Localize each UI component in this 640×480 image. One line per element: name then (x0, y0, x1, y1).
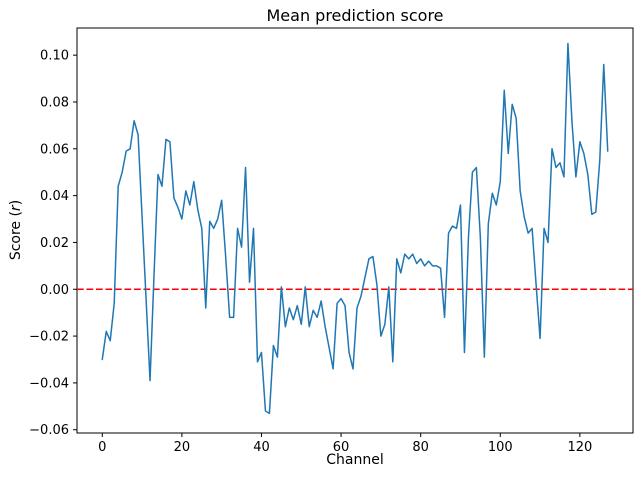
x-tick-label: 40 (253, 440, 270, 455)
x-axis-ticks: 0 20 40 60 80 100 120 (98, 433, 592, 455)
y-tick-label: −0.02 (29, 330, 69, 345)
x-tick-label: 80 (412, 440, 429, 455)
x-tick-label: 20 (174, 440, 191, 455)
y-axis-label-italic-r: r (8, 204, 24, 211)
x-tick-label: 100 (488, 440, 513, 455)
y-tick-label: 0.04 (40, 189, 69, 204)
y-axis-label: Score (r) (8, 200, 24, 260)
y-tick-label: −0.04 (29, 376, 69, 391)
x-axis-label: Channel (326, 452, 383, 468)
score-line (101, 42, 609, 415)
plot-area-border (76, 27, 634, 434)
y-tick-label: 0.00 (40, 283, 69, 298)
plot-lines (77, 42, 633, 415)
y-tick-label: 0.08 (40, 95, 69, 110)
x-tick-label: 0 (98, 440, 106, 455)
y-axis-ticks: −0.06 −0.04 −0.02 0.00 0.02 0.04 0.06 0.08 0.10 (29, 49, 77, 438)
y-tick-label: 0.02 (40, 236, 69, 251)
y-tick-label: 0.10 (40, 49, 69, 64)
x-tick-label: 120 (567, 440, 592, 455)
y-axis-label-prefix: Score ( (8, 211, 24, 260)
plot-title: Mean prediction score (266, 6, 443, 25)
x-tick-label: 60 (333, 440, 350, 455)
y-tick-label: 0.06 (40, 142, 69, 157)
y-tick-label: −0.06 (29, 423, 69, 438)
y-axis-label-suffix: ) (8, 200, 24, 205)
